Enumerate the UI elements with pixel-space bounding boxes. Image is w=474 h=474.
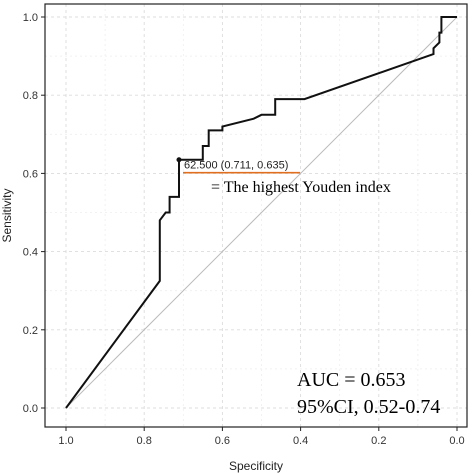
x-tick-label: 0.8: [137, 435, 152, 447]
y-tick-label: 1.0: [23, 12, 38, 24]
x-axis-title: Specificity: [229, 459, 283, 473]
y-tick-label: 0.6: [23, 168, 38, 180]
youden-annotation: = The highest Youden index: [211, 179, 391, 196]
x-tick-label: 0.0: [449, 435, 464, 447]
y-tick-label: 0.0: [23, 403, 38, 415]
youden-point: [176, 157, 182, 163]
x-tick-label: 0.4: [293, 435, 308, 447]
y-axis-title: Sensitivity: [0, 188, 14, 242]
x-tick-label: 0.2: [371, 435, 386, 447]
reference-diagonal: [65, 16, 458, 409]
x-tick-label: 0.6: [215, 435, 230, 447]
plot-frame: [44, 3, 468, 428]
youden-point-label: 62.500 (0.711, 0.635): [184, 160, 288, 172]
ci-annotation: 95%CI, 0.52-0.74: [297, 396, 440, 418]
y-tick-label: 0.2: [23, 325, 38, 337]
roc-curve: [65, 16, 457, 409]
y-tick-label: 0.4: [23, 247, 38, 259]
x-tick-label: 1.0: [58, 435, 73, 447]
auc-annotation: AUC = 0.653: [297, 369, 406, 391]
y-axis-ticks: 0.0 0.2 0.4 0.6 0.8 1.0: [23, 12, 45, 415]
x-axis-ticks: 1.0 0.8 0.6 0.4 0.2 0.0: [58, 427, 465, 447]
y-tick-label: 0.8: [23, 90, 38, 102]
